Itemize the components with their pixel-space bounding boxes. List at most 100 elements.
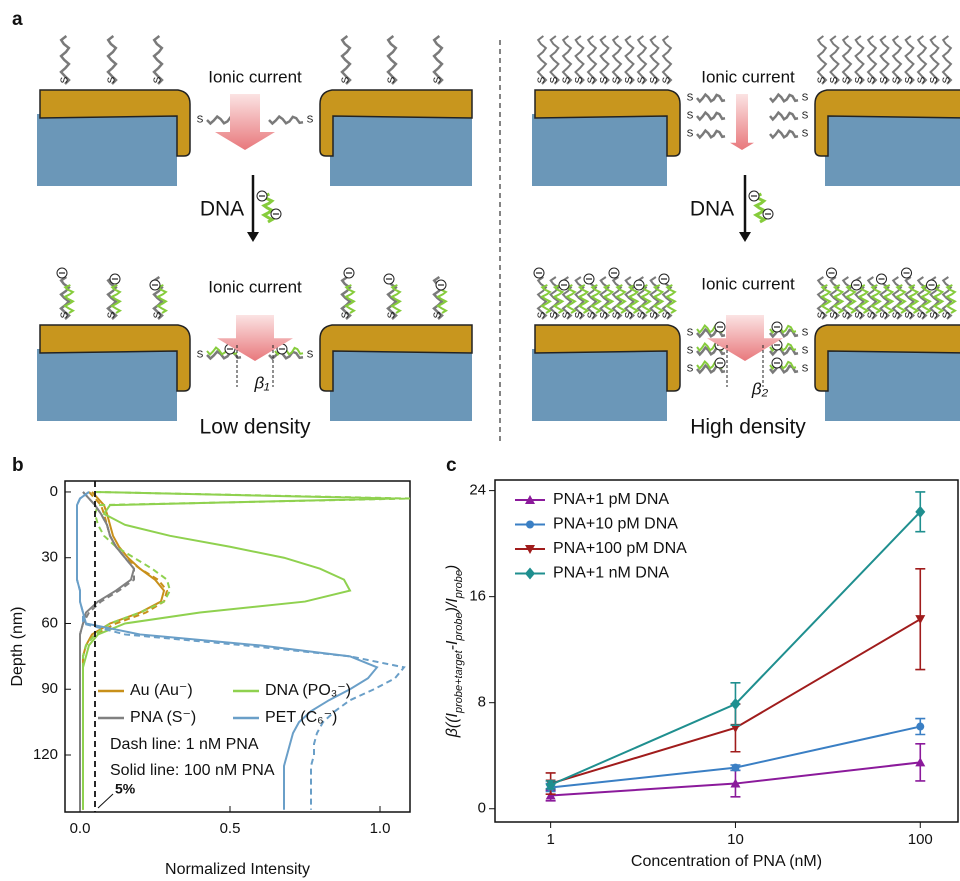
strand — [110, 284, 123, 314]
strand — [561, 35, 573, 85]
strand — [916, 35, 928, 85]
y-axis-label-part: probe — [453, 570, 465, 599]
thiol-label: S — [687, 129, 694, 140]
thiol-label: S — [802, 346, 809, 357]
strand — [206, 349, 242, 361]
ionic-label: Ionic current — [701, 274, 795, 293]
thiol-label: S — [867, 311, 878, 318]
strand — [696, 128, 726, 140]
strand — [895, 284, 908, 314]
thiol-label: S — [599, 76, 610, 83]
thiol-label: S — [649, 311, 660, 318]
marker — [916, 722, 925, 731]
thiol-label: S — [574, 76, 585, 83]
strand — [59, 275, 71, 320]
legend-label: DNA (PO₃⁻) — [265, 682, 351, 699]
marker — [730, 698, 741, 711]
y-axis-label-part: probe — [453, 612, 465, 641]
strand — [106, 275, 118, 320]
current-arrow — [217, 315, 293, 361]
strand — [573, 276, 586, 320]
profile-line — [76, 491, 406, 810]
thiol-label: S — [942, 311, 953, 318]
thiol-label: S — [802, 93, 809, 104]
strand — [536, 35, 548, 85]
strand — [602, 284, 615, 314]
current-arrow — [215, 94, 275, 150]
y-axis-label: β((Iprobe+target-Iprobe)/Iprobe) — [444, 565, 465, 739]
y-tick-label: 90 — [41, 680, 58, 697]
substrate — [37, 349, 177, 421]
y-tick-label: 24 — [469, 482, 486, 499]
thiol-label: S — [637, 311, 648, 318]
thiol-label: S — [549, 76, 560, 83]
strand — [156, 284, 169, 314]
ionic-label: Ionic current — [208, 277, 302, 296]
legend-marker — [525, 545, 535, 554]
reagent-arrow — [739, 232, 751, 242]
thiol-label: S — [637, 76, 648, 83]
thiol-label: S — [197, 115, 204, 126]
strand — [841, 35, 853, 85]
x-tick-label: 10 — [727, 831, 744, 848]
strand — [340, 275, 352, 320]
reagent-arrow — [247, 232, 259, 242]
thiol-label: S — [687, 93, 694, 104]
x-tick-label: 1 — [546, 831, 554, 848]
strand — [627, 284, 640, 314]
thiol-label: S — [854, 311, 865, 318]
strand — [945, 284, 958, 314]
strand — [552, 284, 565, 314]
strand — [920, 284, 933, 314]
strand — [648, 276, 661, 320]
thiol-label: S — [687, 346, 694, 357]
strand — [574, 35, 585, 85]
thiol-label: S — [387, 76, 398, 83]
strand — [854, 35, 865, 85]
strand — [63, 284, 76, 314]
y-tick-label: 16 — [469, 588, 486, 605]
strand — [665, 284, 678, 314]
strand — [696, 110, 726, 122]
marker — [545, 790, 556, 800]
substrate — [825, 114, 960, 186]
thiol-label: S — [917, 311, 928, 318]
strand — [932, 284, 945, 314]
thiol-label: S — [817, 76, 828, 83]
legend-label: PNA+1 pM DNA — [553, 491, 669, 508]
strand — [941, 276, 953, 320]
threshold-label: 5% — [115, 781, 136, 797]
thiol-label: S — [879, 76, 890, 83]
thiol-label: S — [917, 76, 928, 83]
marker — [731, 763, 740, 772]
x-tick-label: 1.0 — [370, 820, 391, 837]
legend-marker — [525, 567, 535, 580]
y-axis-label-part: -I — [444, 640, 461, 650]
gold-film — [814, 324, 960, 392]
thiol-label: S — [612, 311, 623, 318]
y-axis-label-part: ) — [444, 565, 461, 572]
gold-film — [814, 89, 960, 157]
substrate — [330, 349, 472, 421]
legend-label: PNA+1 nM DNA — [553, 565, 669, 582]
strand — [548, 276, 561, 320]
gold-film — [319, 324, 473, 392]
panel-title: Low density — [200, 416, 311, 439]
thiol-label: S — [60, 311, 71, 318]
profile-line — [79, 491, 135, 810]
panel-label: a — [12, 9, 23, 30]
thiol-label: S — [624, 76, 635, 83]
strand — [624, 35, 635, 85]
strand — [696, 92, 726, 104]
thiol-label: S — [879, 311, 890, 318]
panel-label: c — [446, 455, 457, 476]
substrate — [37, 114, 177, 186]
gold-film — [319, 89, 473, 157]
strand — [929, 35, 940, 85]
thiol-label: S — [892, 76, 903, 83]
diagram-art: S S S S S SS SS S S S S SS SS S S S S S S S S S S S S S S S S S S S S SS S… — [37, 35, 960, 421]
substrate — [825, 349, 960, 421]
thiol-label: S — [537, 76, 548, 83]
thiol-label: S — [197, 350, 204, 361]
strand — [829, 35, 840, 85]
